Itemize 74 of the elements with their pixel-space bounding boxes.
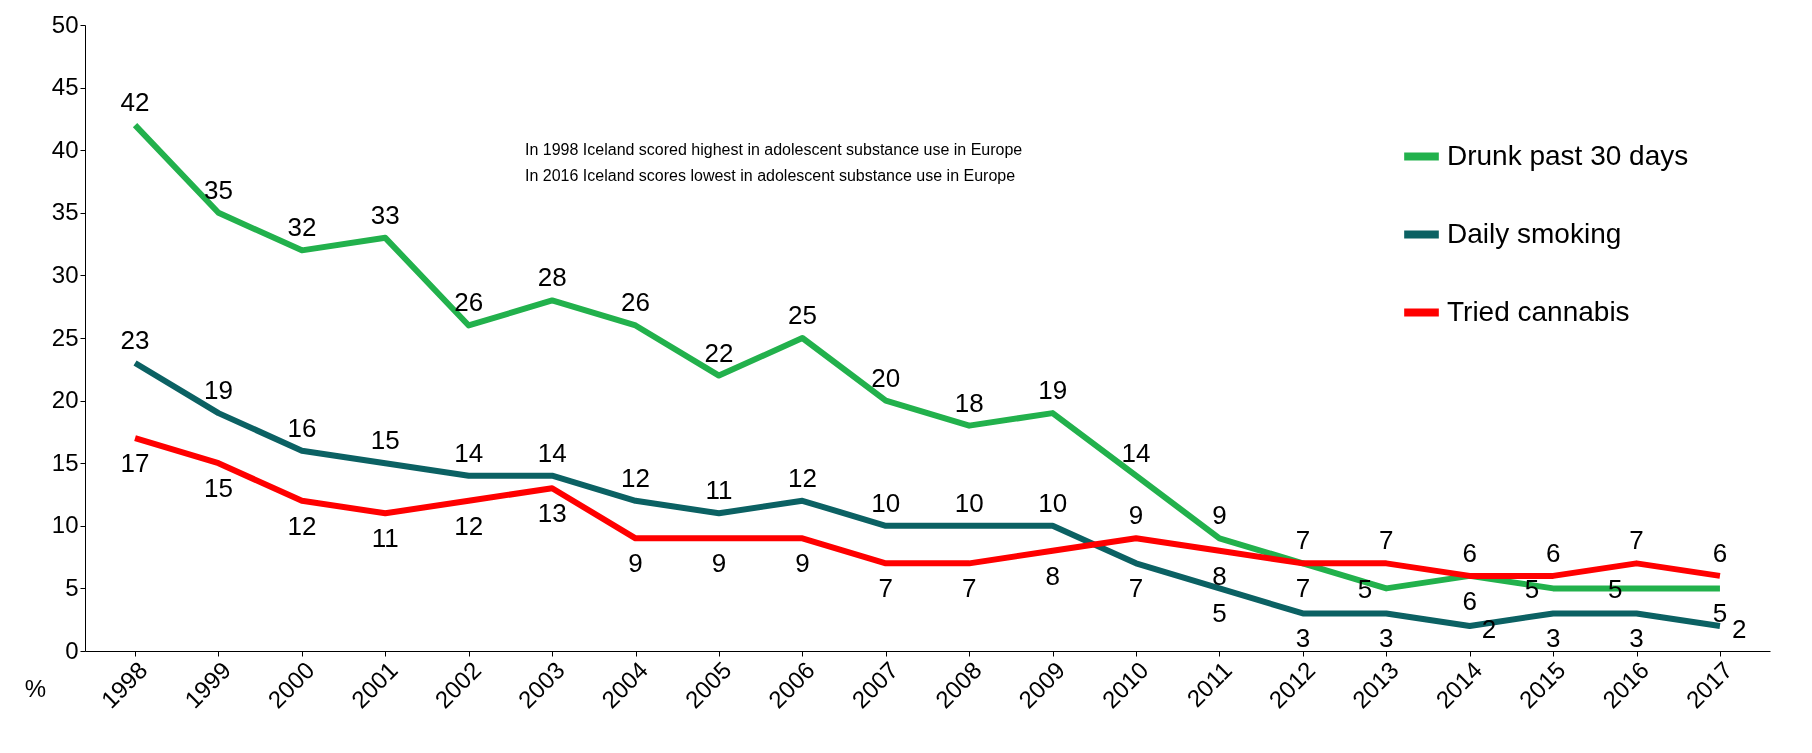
annotation: In 1998 Iceland scored highest in adolescent substance use in Europe [525,141,1023,158]
data-label: 10 [954,487,984,518]
data-label: 12 [287,510,317,541]
data-label: 3 [1629,623,1644,654]
data-label: 8 [1045,560,1060,591]
data-label: 5 [1712,598,1728,629]
data-label: 12 [621,462,651,493]
y-tick-label: 0 [65,636,79,664]
data-label: 7 [1295,525,1311,556]
annotation: In 2016 Iceland scores lowest in adolescent substance use in Europe [525,167,1016,184]
y-tick-label: 15 [51,448,79,476]
y-tick-label: 40 [51,135,79,163]
data-label: 7 [878,573,894,604]
data-label: 10 [1038,487,1068,518]
legend-label: Tried cannabis [1447,295,1630,327]
data-label: 13 [537,498,567,529]
data-label: 19 [204,375,233,406]
data-label: 28 [537,262,567,293]
data-label: 33 [370,199,400,230]
data-label: 6 [1462,585,1477,616]
y-tick-label: 50 [51,10,79,38]
data-label: 14 [537,437,567,468]
data-label: 14 [454,437,484,468]
data-label: 9 [628,548,643,579]
data-label: 11 [705,475,733,506]
data-label: 25 [787,300,817,330]
data-label: 22 [704,337,734,368]
data-label: 9 [711,548,727,579]
data-label: 7 [1629,525,1644,556]
data-label: 11 [371,523,399,554]
data-label: 12 [454,510,484,541]
y-tick-label: 25 [51,323,79,351]
y-tick-label: 5 [65,573,79,601]
data-label: 32 [287,212,317,243]
data-label: 26 [621,287,651,318]
data-label: 5 [1608,574,1623,605]
data-label: 2 [1731,613,1747,644]
data-label: 19 [1038,375,1068,406]
data-label: 5 [1212,598,1227,629]
data-label: 7 [1128,573,1144,604]
data-label: 7 [1295,573,1311,604]
y-tick-label: 45 [51,73,79,101]
data-label: 15 [204,473,233,504]
data-label: 16 [287,412,317,443]
data-label: 6 [1712,537,1728,568]
y-tick-label: 10 [51,511,79,539]
data-label: 12 [787,462,817,493]
data-label: 9 [795,548,810,579]
y-tick-label: 35 [51,198,79,226]
legend-label: Daily smoking [1447,217,1622,249]
data-label: 14 [1121,437,1151,468]
data-label: 9 [1212,500,1227,531]
legend-label: Drunk past 30 days [1447,139,1689,171]
y-tick-label: 20 [51,386,79,414]
data-label: 3 [1545,623,1561,654]
data-label: 18 [954,387,984,418]
data-label: 15 [370,425,400,456]
data-label: 8 [1212,560,1227,591]
data-label: 6 [1462,537,1477,568]
data-label: 10 [871,487,901,518]
data-label: 7 [961,573,977,604]
data-label: 42 [120,87,150,118]
data-label: 20 [871,362,901,393]
y-tick-label: 30 [51,260,79,288]
data-label: 6 [1545,537,1561,568]
data-label: 26 [454,287,484,318]
data-label: 9 [1128,500,1144,531]
data-label: 7 [1379,525,1394,556]
data-label: 35 [204,174,233,205]
y-axis-title: % [24,674,47,702]
data-label: 3 [1379,623,1394,654]
data-label: 3 [1295,623,1311,654]
data-label: 17 [120,448,150,479]
data-label: 23 [120,325,150,356]
